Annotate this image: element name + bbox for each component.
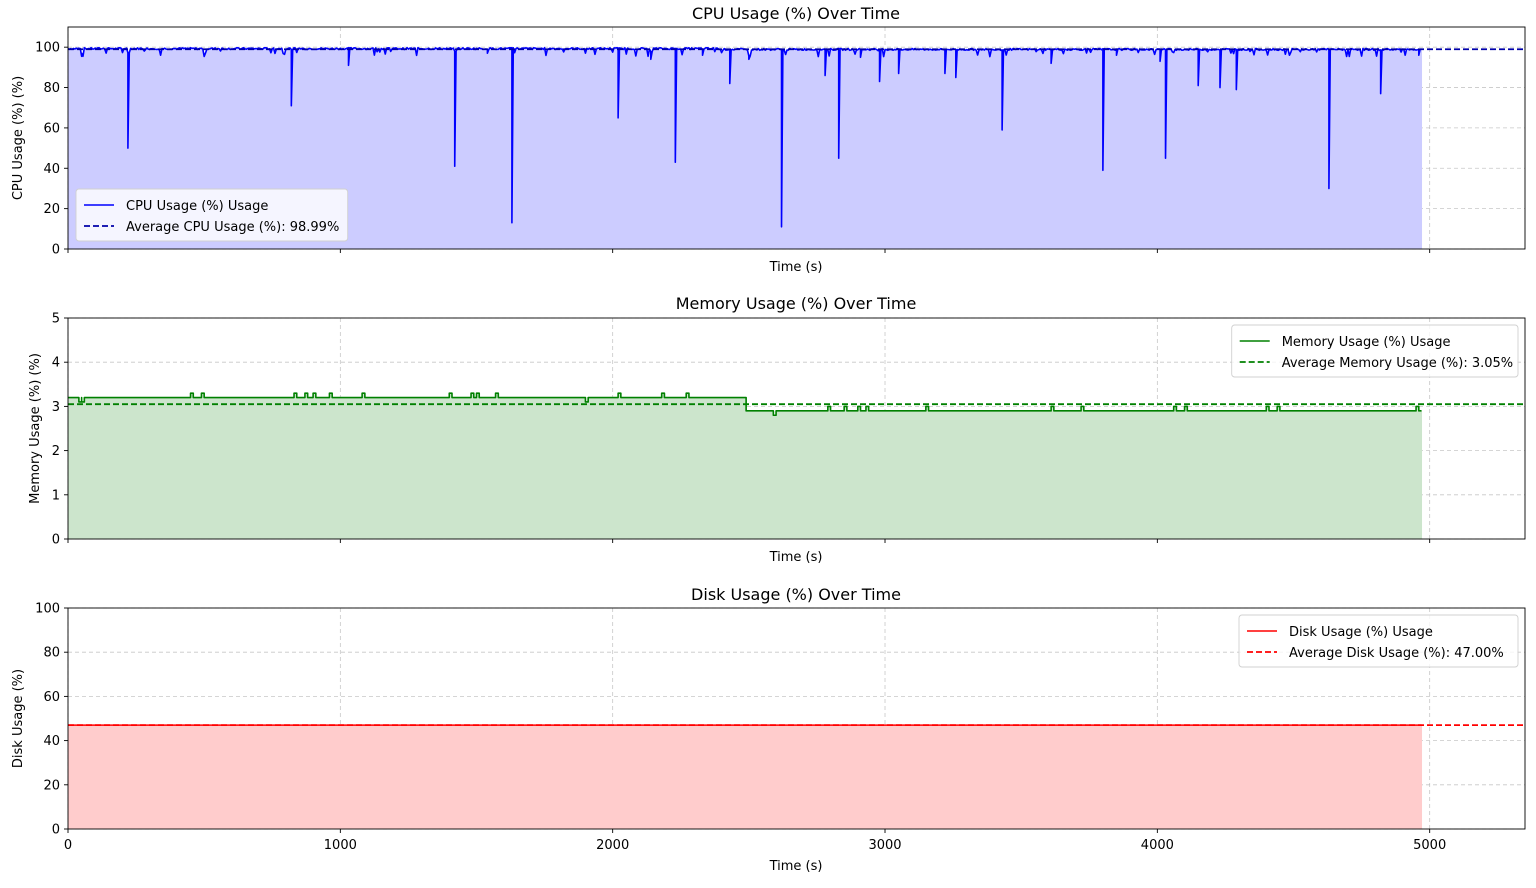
x-tick-label: 4000 [1141, 838, 1174, 853]
x-tick-label: 3000 [868, 838, 901, 853]
y-tick-label: 20 [43, 202, 60, 217]
x-tick-label: 1000 [324, 838, 357, 853]
x-tick-label: 2000 [596, 838, 629, 853]
series-line [68, 392, 1422, 417]
y-tick-label: 20 [43, 778, 60, 793]
legend-box [1231, 324, 1519, 378]
y-tick-label: 40 [43, 734, 60, 749]
plot-area [68, 724, 1525, 829]
y-tick-label: 80 [43, 81, 60, 96]
y-tick-label: 100 [35, 41, 60, 56]
y-tick-label: 0 [52, 533, 60, 548]
legend-box [1238, 614, 1519, 668]
legend: Disk Usage (%) Usage Average Disk Usage (… [1238, 614, 1519, 668]
x-axis-label: Time (s) [769, 550, 823, 565]
y-tick-label: 40 [43, 162, 60, 177]
legend: Memory Usage (%) Usage Average Memory Usa… [1231, 324, 1519, 378]
y-tick-label: 2 [52, 444, 60, 459]
chart-title: Memory Usage (%) Over Time [676, 294, 917, 313]
y-tick-label: 0 [52, 823, 60, 838]
axes-frame [67, 317, 1526, 540]
x-tick-label: 5000 [1413, 838, 1446, 853]
chart-panel-3: 0 1000 2000 3000 4000 5000 0 20 40 60 80 100 Disk Us… [11, 585, 1526, 874]
axes-frame [67, 26, 1526, 250]
axes-frame [67, 607, 1526, 830]
y-tick-label: 100 [35, 602, 60, 617]
y-tick-label: 60 [43, 690, 60, 705]
x-axis-label: Time (s) [769, 260, 823, 275]
chart-title: CPU Usage (%) Over Time [692, 4, 900, 23]
legend-entry-label: Average Memory Usage (%): 3.05% [1282, 356, 1513, 371]
legend-entry-label: Average CPU Usage (%): 98.99% [126, 220, 339, 235]
y-tick-label: 80 [43, 646, 60, 661]
y-tick-label: 60 [43, 121, 60, 136]
y-tick-label: 5 [52, 312, 60, 327]
chart-panel-1: 0 20 40 60 80 100 CPU Usage (%) Over Time Time … [11, 4, 1526, 275]
x-axis-label: Time (s) [769, 859, 823, 874]
plot-area [68, 392, 1525, 539]
y-axis-label: Memory Usage (%) (%) [28, 353, 43, 504]
y-tick-label: 3 [52, 400, 60, 415]
plot-area [68, 46, 1525, 249]
legend: CPU Usage (%) Usage Average CPU Usage (%)… [75, 188, 349, 242]
y-tick-label: 4 [52, 356, 60, 371]
legend-entry-label: Disk Usage (%) Usage [1289, 625, 1433, 640]
chart-title: Disk Usage (%) Over Time [691, 585, 901, 604]
series-area-fill [68, 392, 1423, 539]
y-axis-label: Disk Usage (%) [11, 669, 26, 768]
series-area-fill [68, 724, 1423, 829]
y-tick-label: 0 [52, 243, 60, 258]
chart-panel-2: 0 1 2 3 4 5 Memory Usage (%) Over Time Time (s)… [28, 294, 1526, 565]
x-tick-label: 0 [64, 838, 72, 853]
y-axis-label: CPU Usage (%) (%) [11, 76, 26, 200]
legend-entry-label: Average Disk Usage (%): 47.00% [1289, 646, 1504, 661]
legend-entry-label: Memory Usage (%) Usage [1282, 335, 1451, 350]
legend-entry-label: CPU Usage (%) Usage [126, 199, 268, 214]
legend-box [75, 188, 349, 242]
y-tick-label: 1 [52, 488, 60, 503]
